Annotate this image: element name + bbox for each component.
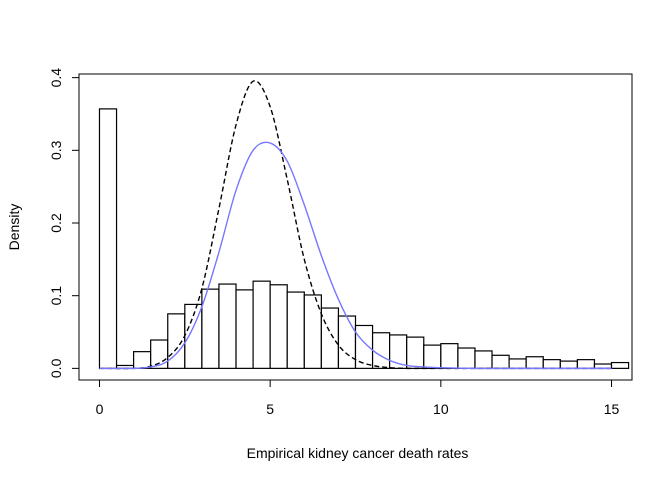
- y-tick-label: 0.3: [48, 140, 64, 160]
- histogram-bar: [98, 108, 118, 369]
- histogram-bar: [235, 289, 254, 369]
- y-axis: 0.0 0.1 0.2 0.3 0.4: [48, 68, 80, 378]
- histogram-bar: [252, 280, 271, 369]
- histogram-bar: [406, 336, 425, 369]
- y-tick-label: 0.1: [48, 286, 64, 306]
- y-tick-label: 0.4: [48, 68, 64, 88]
- histogram-bar: [150, 339, 169, 369]
- histogram-bar: [423, 344, 442, 369]
- histogram-bar: [320, 307, 340, 369]
- histogram-bar: [576, 359, 596, 369]
- histogram-bar: [474, 350, 493, 369]
- histogram-bar: [337, 315, 357, 369]
- blue-density-curve: [99, 141, 612, 370]
- x-tick-label: 10: [433, 401, 449, 417]
- histogram-bar: [525, 356, 544, 369]
- y-tick-label: 0.0: [48, 358, 64, 378]
- histogram-bar: [286, 291, 305, 369]
- histogram-bar: [491, 354, 510, 369]
- histogram-bar: [133, 351, 152, 369]
- histogram-bar: [559, 360, 578, 369]
- x-axis: 0 5 10 15: [96, 379, 620, 417]
- y-tick-label: 0.2: [48, 213, 64, 233]
- y-axis-title: Density: [6, 204, 22, 251]
- histogram-bar: [542, 359, 561, 369]
- x-tick-label: 15: [604, 401, 620, 417]
- histogram-bar: [354, 324, 374, 369]
- histogram-bar: [371, 332, 391, 369]
- histogram-bar: [269, 284, 288, 369]
- x-tick-label: 0: [96, 401, 104, 417]
- density-curves: [99, 80, 612, 370]
- x-tick-label: 5: [266, 401, 274, 417]
- histogram-bar: [457, 347, 476, 369]
- histogram-bars: [98, 108, 630, 369]
- histogram-bar: [218, 283, 237, 369]
- x-axis-title: Empirical kidney cancer death rates: [247, 445, 469, 461]
- histogram-bar: [610, 361, 630, 369]
- histogram-bar: [440, 343, 459, 369]
- histogram-bar: [508, 358, 527, 369]
